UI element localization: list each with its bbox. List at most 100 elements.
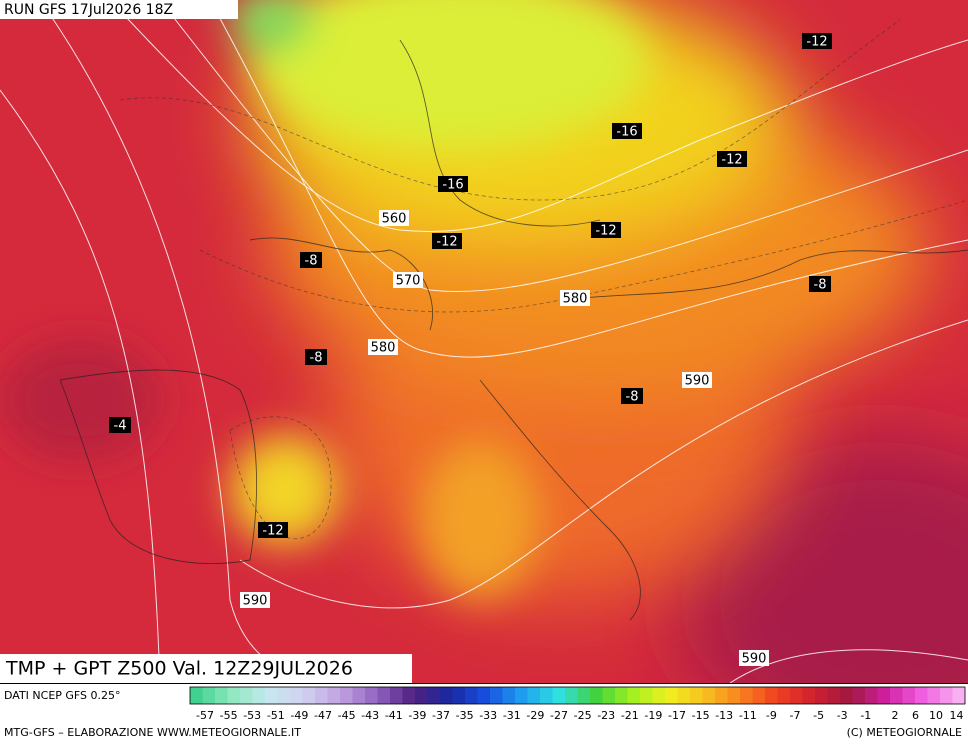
run-box	[0, 0, 238, 19]
colorbar-label: -51	[267, 709, 285, 722]
contour-label: 590	[243, 594, 268, 609]
color-swatch	[765, 687, 778, 704]
color-swatch	[465, 687, 478, 704]
color-swatch	[552, 687, 566, 704]
contour-label: -4	[114, 419, 127, 434]
color-swatch	[890, 687, 903, 704]
contour-label: -12	[595, 224, 616, 239]
color-swatch	[727, 687, 741, 704]
label-box	[109, 417, 131, 433]
contour-label: -12	[806, 35, 827, 50]
color-swatch	[540, 687, 553, 704]
colorbar-label: -49	[290, 709, 308, 722]
contour-label: 590	[742, 652, 767, 667]
color-swatch	[665, 687, 678, 704]
color-swatch	[602, 687, 616, 704]
color-swatch	[327, 687, 341, 704]
contour-label: 560	[382, 212, 407, 227]
contour-label: 580	[563, 292, 588, 307]
color-swatch	[590, 687, 603, 704]
label-box	[240, 592, 270, 608]
colorbar-label: -3	[837, 709, 848, 722]
colorbar-label: -39	[408, 709, 426, 722]
colorbar-label: -31	[503, 709, 521, 722]
colorbar-label: 10	[929, 709, 943, 722]
color-swatch	[877, 687, 891, 704]
colorbar-label: -35	[456, 709, 474, 722]
color-swatch	[840, 687, 853, 704]
color-swatch	[365, 687, 378, 704]
colorbar-label: -1	[860, 709, 871, 722]
contour-label: -8	[814, 278, 827, 293]
colorbar-label: -21	[621, 709, 639, 722]
contour-label: -8	[310, 351, 323, 366]
color-swatch	[202, 687, 216, 704]
colorbar-label: -29	[526, 709, 544, 722]
color-swatch	[415, 687, 428, 704]
color-swatch	[240, 687, 253, 704]
color-swatch	[640, 687, 653, 704]
label-box	[717, 151, 747, 167]
color-swatch	[390, 687, 403, 704]
contour-label: 590	[685, 374, 710, 389]
label-box	[802, 33, 832, 49]
color-swatch	[452, 687, 466, 704]
color-swatch	[502, 687, 516, 704]
color-swatch	[477, 687, 491, 704]
color-swatch	[940, 687, 953, 704]
colorbar-label: -43	[361, 709, 379, 722]
label-box	[432, 233, 462, 249]
color-swatch	[490, 687, 503, 704]
label-box	[258, 522, 288, 538]
colorbar-label: -13	[715, 709, 733, 722]
colorbar-label: -41	[385, 709, 403, 722]
contour-label: 570	[396, 274, 421, 289]
color-swatch	[790, 687, 803, 704]
color-swatch	[290, 687, 303, 704]
colorbar-label: -17	[668, 709, 686, 722]
color-swatch	[902, 687, 916, 704]
label-box	[682, 372, 712, 388]
color-swatch	[677, 687, 691, 704]
color-swatch	[277, 687, 291, 704]
color-swatch	[252, 687, 266, 704]
color-swatch	[377, 687, 391, 704]
map-title: TMP + GPT Z500 Val. 12Z29JUL2026	[5, 658, 353, 680]
colorbar-label: -5	[813, 709, 824, 722]
color-swatch	[777, 687, 791, 704]
colorbar-label: 2	[892, 709, 899, 722]
colorbar-label: -45	[338, 709, 356, 722]
label-box	[368, 339, 398, 355]
contour-labels: -12 -16 -12 -16 560 -12 -12 -8 570 580 -8 580 -8 590 -…	[109, 33, 832, 667]
color-swatch	[927, 687, 941, 704]
colorbar-label: -25	[574, 709, 592, 722]
colorbar: -57 -55 -53 -51 -49 -47 -45 -43 -41 -39 -37 -35 -33-…	[189, 686, 966, 722]
contour-label: 580	[371, 341, 396, 356]
contour-label: -16	[442, 178, 463, 193]
data-source: DATI NCEP GFS 0.25°	[4, 689, 121, 702]
colorbar-label: -37	[432, 709, 450, 722]
color-swatch	[652, 687, 666, 704]
color-swatch	[715, 687, 728, 704]
contour-label: -8	[626, 390, 639, 405]
color-swatch	[952, 687, 966, 704]
color-swatch	[615, 687, 628, 704]
label-box	[305, 349, 327, 365]
copyright: (C) METEOGIORNALE	[847, 726, 962, 739]
color-swatch	[352, 687, 366, 704]
colorbar-frame	[189, 686, 966, 705]
colorbar-label: 14	[950, 709, 964, 722]
color-swatch	[215, 687, 228, 704]
color-swatch	[865, 687, 878, 704]
label-box	[621, 388, 643, 404]
colorbar-label: -57	[196, 709, 214, 722]
color-swatch	[827, 687, 841, 704]
label-box	[379, 210, 409, 226]
colorbar-label: -55	[220, 709, 238, 722]
color-swatch	[815, 687, 828, 704]
colorbar-label: -33	[479, 709, 497, 722]
color-swatch	[315, 687, 328, 704]
label-box	[809, 276, 831, 292]
